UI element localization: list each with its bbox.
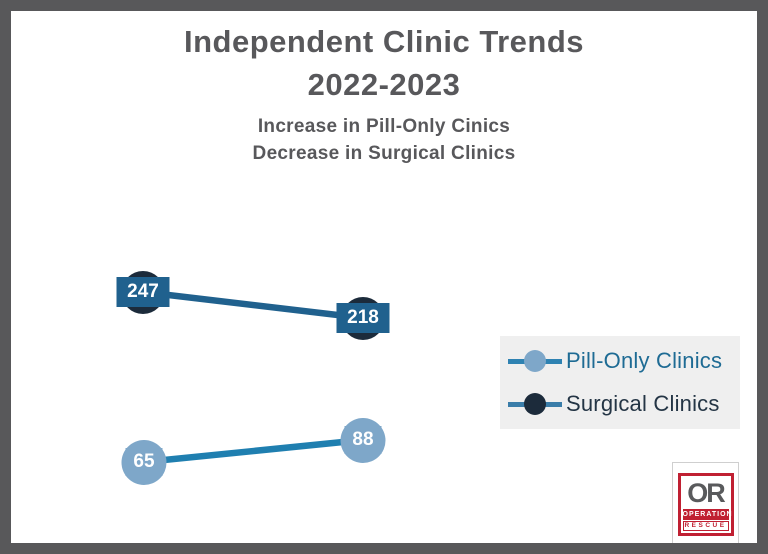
surgical-legend-swatch-icon <box>508 389 562 419</box>
pill-only-trend-line <box>143 436 364 466</box>
pill-only-legend-swatch-icon <box>508 346 562 376</box>
data-label-pill-only-2022: 65 <box>125 448 163 476</box>
legend-label-surgical: Surgical Clinics <box>566 391 720 416</box>
legend-item-surgical: Surgical Clinics <box>508 389 740 419</box>
logo-operation-text: OPERATION <box>682 508 733 520</box>
logo-rescue-text: RESCUE <box>682 520 729 531</box>
legend-item-pill-only: Pill-Only Clinics <box>508 346 740 376</box>
data-label-pill-only-2023: 88 <box>344 426 382 454</box>
legend-label-pill-only: Pill-Only Clinics <box>566 348 723 373</box>
chart-subtitle-line-1: Increase in Pill-Only Cinics <box>257 116 511 137</box>
data-label-surgical-2022: 247 <box>116 277 170 307</box>
chart-title-line-1: Independent Clinic Trends <box>183 24 585 59</box>
data-label-surgical-2023: 218 <box>336 303 390 333</box>
data-point-surgical-2023: 218 <box>336 296 390 340</box>
surgical-trend-line <box>142 288 364 322</box>
chart-title-line-2: 2022-2023 <box>307 67 461 102</box>
chart-header: Independent Clinic Trends 2022-2023 Incr… <box>0 20 768 167</box>
data-point-surgical-2022: 247 <box>116 270 170 314</box>
data-point-pill-only-2023: 88 <box>340 417 386 463</box>
data-point-pill-only-2022: 65 <box>121 439 167 485</box>
chart-subtitle-line-2: Decrease in Surgical Clinics <box>252 143 516 164</box>
chart-legend: Pill-Only Clinics Surgical Clinics <box>500 336 740 429</box>
chart-subtitle: Increase in Pill-Only Cinics Decrease in… <box>0 113 768 167</box>
operation-rescue-logo: OR OPERATION RESCUE <box>672 462 739 546</box>
logo-monogram: OR <box>687 477 726 508</box>
